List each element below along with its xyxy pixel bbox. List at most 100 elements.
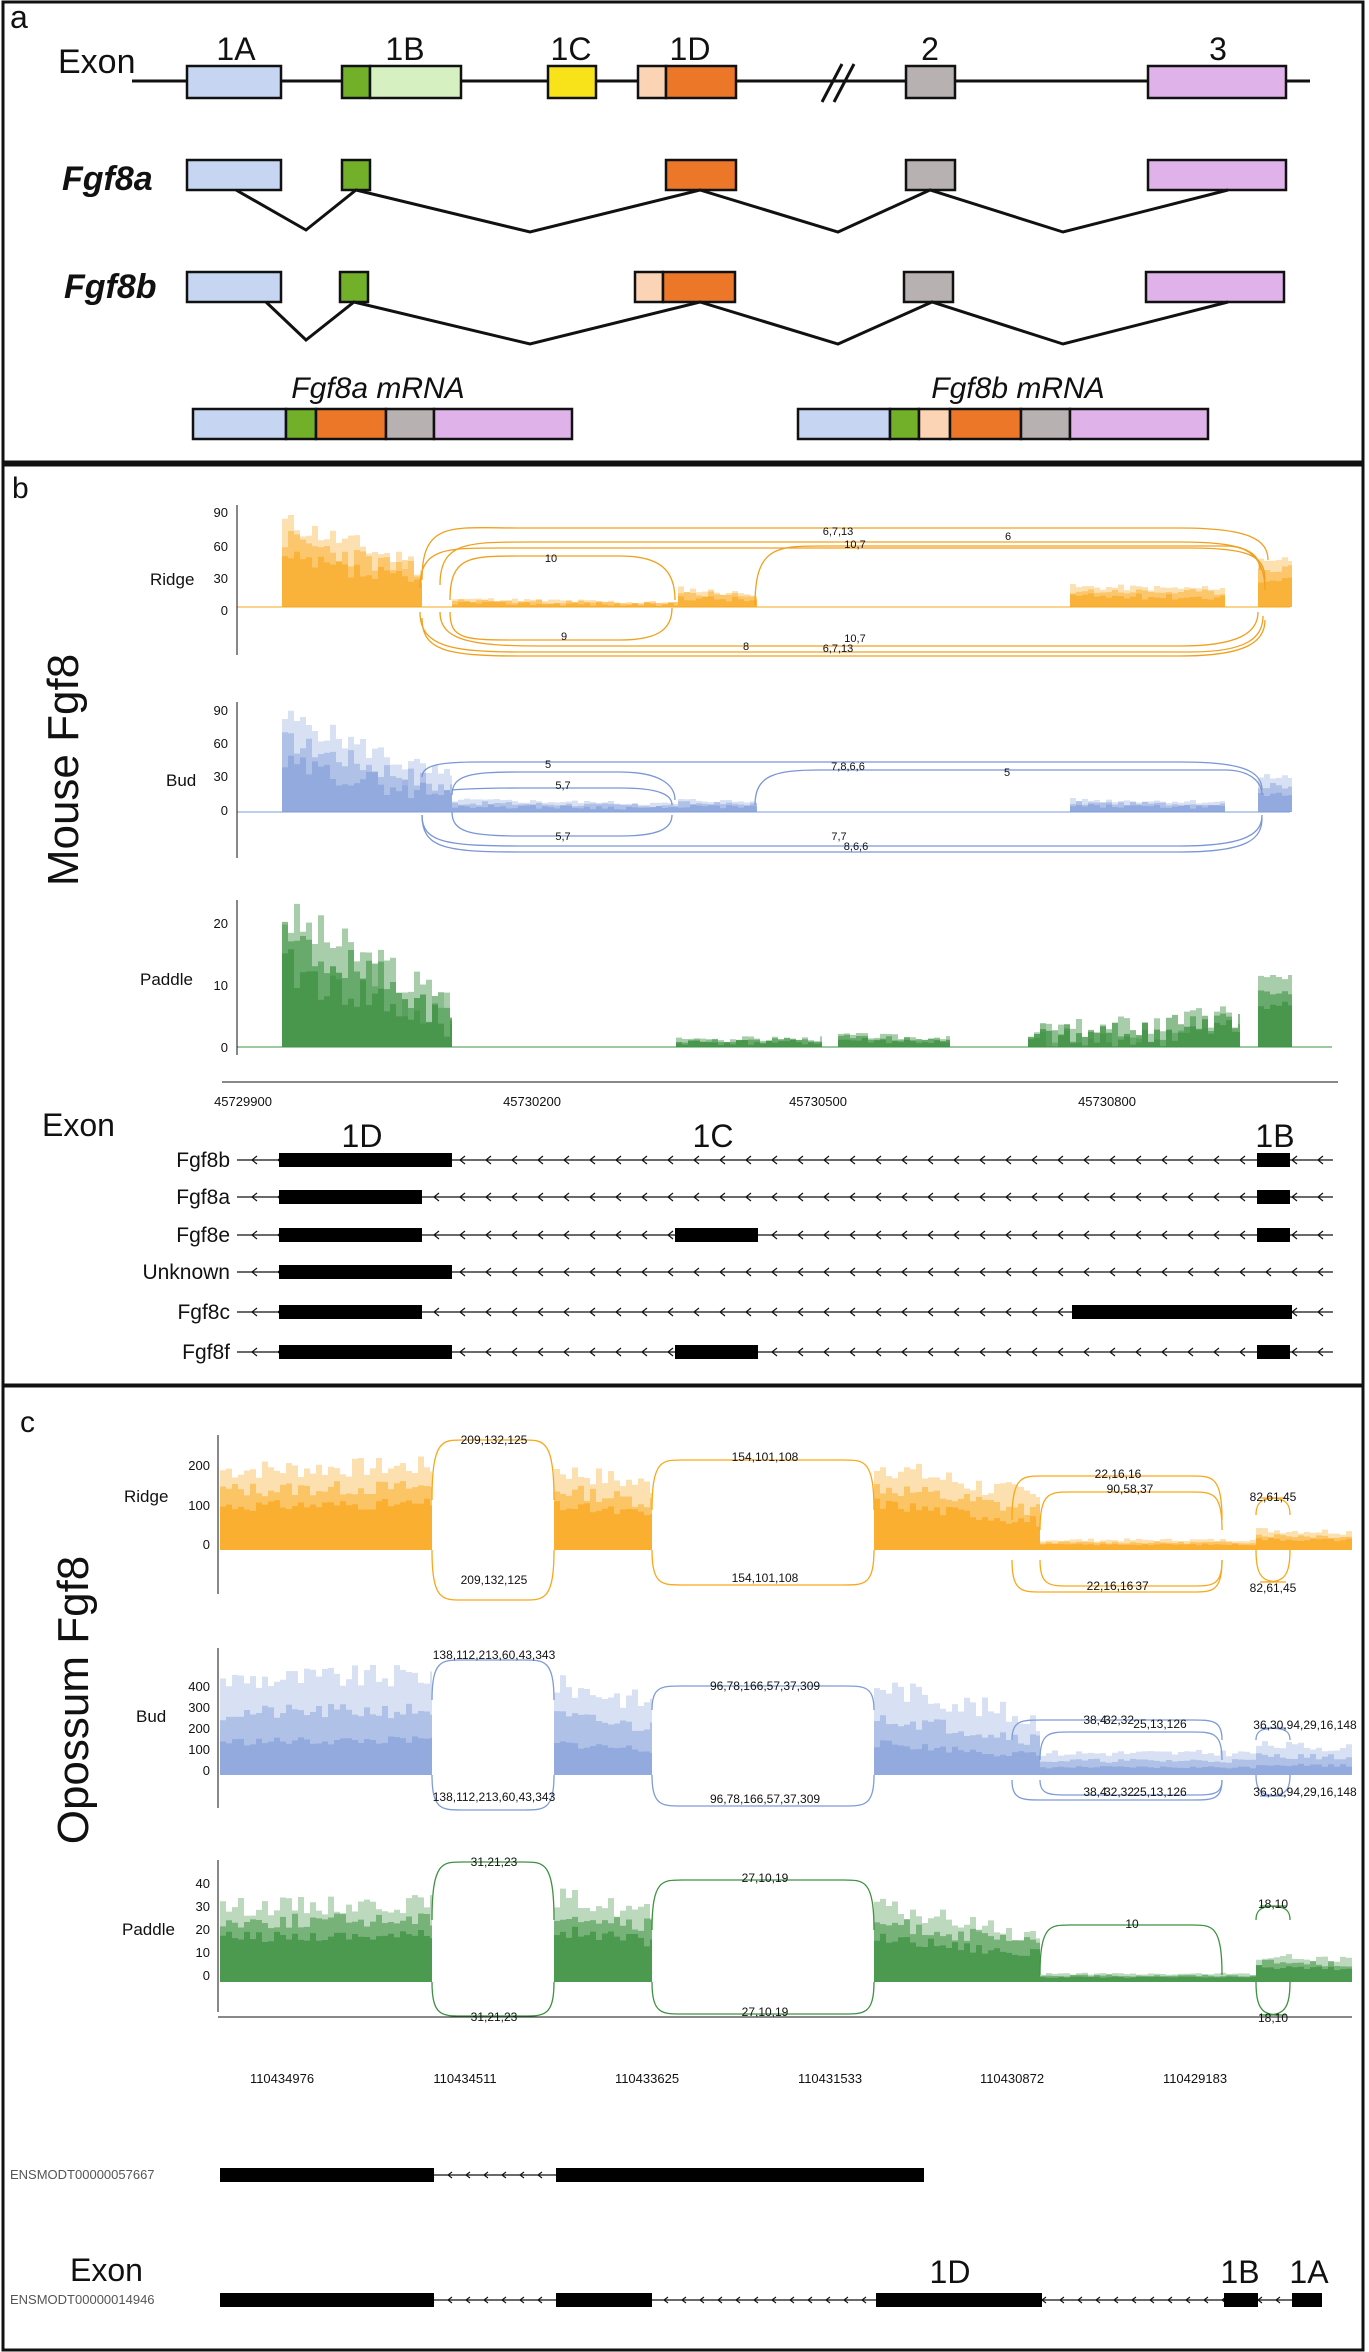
junction-arc: [1039, 1924, 1223, 1976]
strand-arrow: [849, 1230, 856, 1240]
strand-arrow: [1239, 1230, 1246, 1240]
junction-count: 32,32: [1104, 1785, 1134, 1799]
strand-arrow: [589, 1347, 596, 1357]
panel-a-frame: [1, 0, 1365, 464]
strand-arrow: [615, 1192, 622, 1202]
strand-arrow: [979, 1347, 986, 1357]
junction-count: 209,132,125: [461, 1433, 528, 1447]
junction-count: 96,78,166,57,37,309: [710, 1792, 820, 1806]
bud-coverage: [874, 1740, 1040, 1775]
strand-arrow: [823, 1307, 830, 1317]
opossum-exon-name-1d: 1D: [930, 2254, 971, 2290]
isoform-a-label: Fgf8a: [62, 160, 153, 198]
panel-c-label: c: [20, 1406, 35, 1439]
exon-block: [1257, 1153, 1290, 1167]
mouse-bud-ytick: 30: [214, 769, 228, 784]
ridge-coverage: [1070, 593, 1225, 607]
strand-arrow: [519, 2171, 525, 2179]
strand-arrow: [753, 2296, 759, 2304]
junction-arc: [1039, 1731, 1223, 1761]
opossum-bud-label: Bud: [136, 1707, 166, 1726]
paddle-coverage: [282, 949, 452, 1047]
strand-arrow: [1135, 1192, 1142, 1202]
paddle-coverage: [220, 1929, 432, 1982]
strand-arrow: [1317, 1192, 1324, 1202]
paddle-coverage: [874, 1933, 1040, 1982]
mouse-paddle-track: Paddle 20 10 0: [140, 900, 238, 1055]
exon-block: [1257, 1345, 1290, 1359]
strand-arrow: [663, 2296, 669, 2304]
mouse-coverage-tracks: [237, 515, 1332, 1048]
strand-arrow: [459, 1347, 466, 1357]
strand-arrow: [485, 1230, 492, 1240]
strand-arrow: [537, 1267, 544, 1277]
junction-count: 6,7,13: [823, 643, 854, 655]
strand-arrow: [693, 1267, 700, 1277]
junction-arc: [431, 1549, 555, 1601]
junction-count: 31,21,23: [471, 1855, 518, 1869]
strand-arrow: [1291, 1230, 1298, 1240]
ridge-coverage: [1040, 1543, 1256, 1550]
strand-arrow: [1187, 1267, 1194, 1277]
mouse-exon-name-1d: 1D: [342, 1118, 383, 1154]
strand-arrow: [1291, 1155, 1298, 1165]
ridge-coverage: [1258, 577, 1292, 607]
junction-count: 18,10: [1258, 1897, 1288, 1911]
strand-arrow: [537, 1192, 544, 1202]
strand-arrow: [693, 1155, 700, 1165]
strand-arrow: [979, 1230, 986, 1240]
exon-3-box: [1146, 64, 1288, 100]
strand-arrow: [459, 1230, 466, 1240]
strand-arrow: [485, 1267, 492, 1277]
panel-c-frame: [1, 1384, 1365, 2352]
junction-arc: [1039, 1491, 1223, 1531]
strand-arrow: [667, 1347, 674, 1357]
strand-arrow: [745, 1267, 752, 1277]
opossum-paddle-ytick: 0: [203, 1968, 210, 1983]
strand-arrow: [641, 1347, 648, 1357]
strand-arrow: [1057, 1230, 1064, 1240]
strand-arrow: [875, 1155, 882, 1165]
strand-arrow: [501, 2171, 507, 2179]
strand-arrow: [511, 1347, 518, 1357]
junction-arc: [651, 1774, 875, 1807]
strand-arrow: [825, 2296, 831, 2304]
junction-arc: [1011, 1475, 1223, 1521]
strand-arrow: [1005, 1192, 1012, 1202]
strand-arrow: [719, 1192, 726, 1202]
mouse-bud-track: Bud 90 60 30 0 5 7,8,6,6 5 5,7 5,7 7,: [166, 702, 1263, 858]
junction-count: 90,58,37: [1107, 1482, 1154, 1496]
strand-arrow: [563, 1192, 570, 1202]
mouse-bud-ytick: 0: [221, 803, 228, 818]
strand-arrow: [537, 2171, 543, 2179]
junction-count: 22,16,16: [1087, 1579, 1134, 1593]
strand-arrow: [1213, 1267, 1220, 1277]
strand-arrow: [1109, 1347, 1116, 1357]
strand-arrow: [953, 1267, 960, 1277]
strand-arrow: [1005, 1155, 1012, 1165]
isoform-a-exons: [185, 158, 1288, 192]
strand-arrow: [789, 2296, 795, 2304]
strand-arrow: [797, 1192, 804, 1202]
mouse-paddle-ytick: 0: [221, 1040, 228, 1055]
paddle-coverage: [554, 1926, 652, 1982]
opossum-ridge-ytick: 200: [188, 1458, 210, 1473]
strand-arrow: [485, 1307, 492, 1317]
junction-count: 6,7,13: [823, 526, 854, 538]
strand-arrow: [901, 1267, 908, 1277]
junction-count: 37: [1135, 1579, 1149, 1593]
opossum-bud-track: Bud 400 300 200 100 0: [136, 1648, 219, 1808]
junction-arc: [1255, 1727, 1291, 1741]
strand-arrow: [1031, 1347, 1038, 1357]
opossum-coverage-tracks: 209,132,125154,101,10822,16,1690,58,3782…: [220, 1433, 1357, 2025]
strand-arrow: [485, 1192, 492, 1202]
strand-arrow: [823, 1267, 830, 1277]
strand-arrow: [927, 1192, 934, 1202]
strand-arrow: [843, 2296, 849, 2304]
strand-arrow: [1109, 1155, 1116, 1165]
panel-c: c Opossum Fgf8 209,132,125 154,101,108 22,…: [1, 1384, 1365, 2352]
exon-block: [279, 1228, 422, 1242]
junction-arc: [431, 1774, 555, 1811]
mouse-paddle-ytick: 20: [214, 916, 228, 931]
